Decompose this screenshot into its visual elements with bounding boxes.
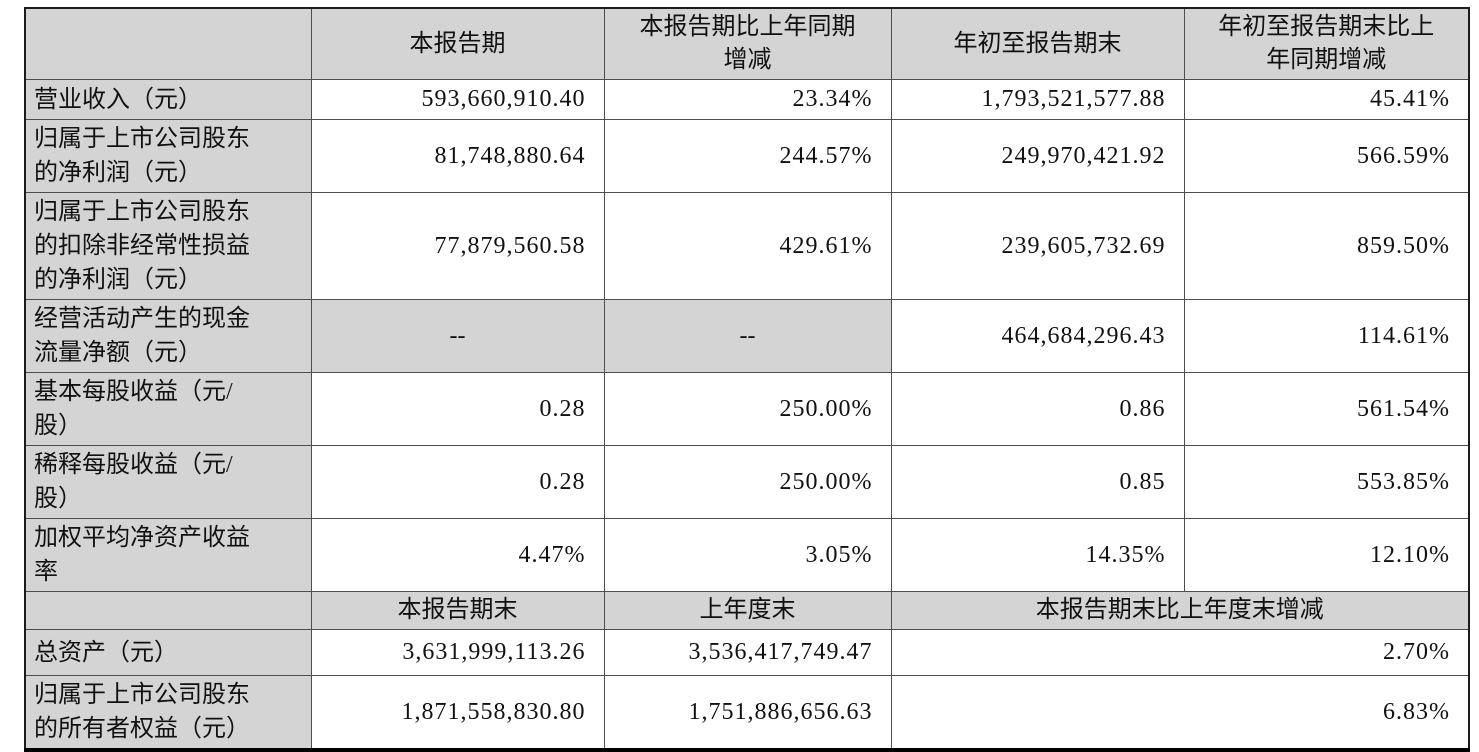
cell-current-period: 593,660,910.40: [310, 79, 605, 120]
cell-current-period: 77,879,560.58: [310, 192, 605, 300]
cell-change-vs-last-year-end: 6.83%: [890, 675, 1470, 751]
header-current-period-yoy: 本报告期比上年同期 增减: [603, 7, 892, 80]
cell-current-period: 4.47%: [310, 518, 605, 592]
cell-year-to-date-yoy: 45.41%: [1183, 79, 1470, 120]
financial-summary-table: 本报告期 本报告期比上年同期 增减 年初至报告期末 年初至报告期末比上 年同期增…: [24, 7, 1470, 752]
row-net-profit: 归属于上市公司股东 的净利润（元） 81,748,880.64 244.57% …: [24, 119, 1470, 193]
cell-end-of-period: 1,871,558,830.80: [310, 675, 605, 751]
cell-year-to-date-yoy: 859.50%: [1183, 192, 1470, 300]
row-label: 总资产（元）: [24, 629, 312, 676]
cell-year-to-date: 249,970,421.92: [890, 119, 1185, 193]
cell-year-to-date: 239,605,732.69: [890, 192, 1185, 300]
row-weighted-average-roe: 加权平均净资产收益 率 4.47% 3.05% 14.35% 12.10%: [24, 518, 1470, 592]
cell-current-period: 81,748,880.64: [310, 119, 605, 193]
cell-year-to-date-yoy: 553.85%: [1183, 445, 1470, 519]
cell-year-to-date-yoy: 114.61%: [1183, 299, 1470, 373]
row-label: 加权平均净资产收益 率: [24, 518, 312, 592]
row-label: 归属于上市公司股东 的扣除非经常性损益 的净利润（元）: [24, 192, 312, 300]
row-operating-revenue: 营业收入（元） 593,660,910.40 23.34% 1,793,521,…: [24, 79, 1470, 120]
cell-year-to-date: 1,793,521,577.88: [890, 79, 1185, 120]
header-current-period: 本报告期: [310, 7, 605, 80]
header-corner-cell-2: [24, 591, 312, 630]
row-net-profit-deducted: 归属于上市公司股东 的扣除非经常性损益 的净利润（元） 77,879,560.5…: [24, 192, 1470, 300]
header-end-of-last-year: 上年度末: [603, 591, 892, 630]
header-change-vs-last-year-end: 本报告期末比上年度末增减: [890, 591, 1470, 630]
cell-year-to-date-yoy: 561.54%: [1183, 372, 1470, 446]
cell-current-period-yoy: 23.34%: [603, 79, 892, 120]
cell-end-of-period: 3,631,999,113.26: [310, 629, 605, 676]
row-total-assets: 总资产（元） 3,631,999,113.26 3,536,417,749.47…: [24, 629, 1470, 676]
header-end-of-period: 本报告期末: [310, 591, 605, 630]
header-row-top: 本报告期 本报告期比上年同期 增减 年初至报告期末 年初至报告期末比上 年同期增…: [24, 7, 1470, 80]
row-label: 营业收入（元）: [24, 79, 312, 120]
cell-end-of-last-year: 1,751,886,656.63: [603, 675, 892, 751]
cell-year-to-date-yoy: 566.59%: [1183, 119, 1470, 193]
cell-year-to-date: 0.85: [890, 445, 1185, 519]
cell-current-period-yoy: 429.61%: [603, 192, 892, 300]
cell-current-period: 0.28: [310, 372, 605, 446]
cell-year-to-date: 14.35%: [890, 518, 1185, 592]
row-basic-eps: 基本每股收益（元/ 股） 0.28 250.00% 0.86 561.54%: [24, 372, 1470, 446]
row-label: 基本每股收益（元/ 股）: [24, 372, 312, 446]
cell-current-period: --: [310, 299, 605, 373]
cell-current-period-yoy: 250.00%: [603, 372, 892, 446]
row-operating-cash-flow: 经营活动产生的现金 流量净额（元） -- -- 464,684,296.43 1…: [24, 299, 1470, 373]
header-year-to-date-yoy: 年初至报告期末比上 年同期增减: [1183, 7, 1470, 80]
row-shareholders-equity: 归属于上市公司股东 的所有者权益（元） 1,871,558,830.80 1,7…: [24, 675, 1470, 751]
cell-current-period-yoy: 244.57%: [603, 119, 892, 193]
row-label: 归属于上市公司股东 的净利润（元）: [24, 119, 312, 193]
cell-year-to-date: 464,684,296.43: [890, 299, 1185, 373]
row-label: 经营活动产生的现金 流量净额（元）: [24, 299, 312, 373]
header-corner-cell: [24, 7, 312, 80]
cell-year-to-date-yoy: 12.10%: [1183, 518, 1470, 592]
row-label: 归属于上市公司股东 的所有者权益（元）: [24, 675, 312, 751]
cell-end-of-last-year: 3,536,417,749.47: [603, 629, 892, 676]
header-year-to-date: 年初至报告期末: [890, 7, 1185, 80]
header-row-bottom: 本报告期末 上年度末 本报告期末比上年度末增减: [24, 591, 1470, 630]
cell-current-period-yoy: 3.05%: [603, 518, 892, 592]
cell-current-period-yoy: --: [603, 299, 892, 373]
cell-year-to-date: 0.86: [890, 372, 1185, 446]
cell-change-vs-last-year-end: 2.70%: [890, 629, 1470, 676]
cell-current-period: 0.28: [310, 445, 605, 519]
cell-current-period-yoy: 250.00%: [603, 445, 892, 519]
row-label: 稀释每股收益（元/ 股）: [24, 445, 312, 519]
row-diluted-eps: 稀释每股收益（元/ 股） 0.28 250.00% 0.85 553.85%: [24, 445, 1470, 519]
